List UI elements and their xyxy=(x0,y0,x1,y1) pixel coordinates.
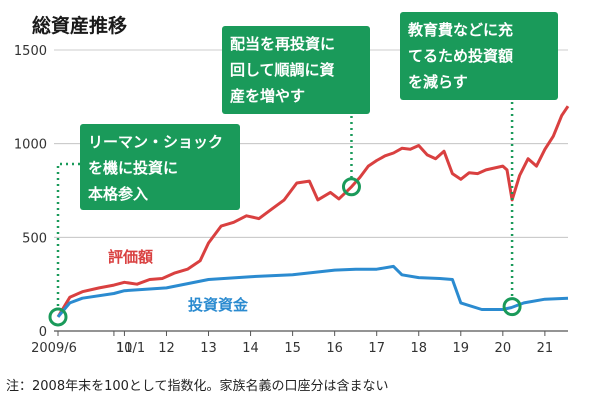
y-axis-ticks: 0 500 1000 1500 xyxy=(14,44,47,340)
callout-connectors xyxy=(56,102,514,309)
callout-boxes: リーマン・ショックを機に投資に本格参入配当を再投資に回して順調に資産を増やす教育… xyxy=(80,12,558,210)
x-tick-label-9: 18 xyxy=(410,341,427,356)
callout-connector-0 xyxy=(56,162,80,309)
x-tick-label-8: 17 xyxy=(368,341,385,356)
series-line-1 xyxy=(56,264,569,318)
callout-text-0-1: を機に投資に xyxy=(88,159,178,177)
x-tick-label-12: 21 xyxy=(537,341,554,356)
callout-text-2-1: てるため投資額 xyxy=(408,47,513,65)
chart-title: 総資産推移 xyxy=(32,14,127,37)
x-tick-label-6: 15 xyxy=(284,341,301,356)
callout-text-0-0: リーマン・ショック xyxy=(88,133,223,151)
callout-text-1-2: 産を増やす xyxy=(230,87,305,105)
y-tick-label-1: 500 xyxy=(22,231,47,246)
y-tick-label-3: 1500 xyxy=(14,44,47,59)
event-marker-1 xyxy=(341,177,361,197)
callout-text-2-2: を減らす xyxy=(408,73,468,91)
y-tick-label-2: 1000 xyxy=(14,138,47,153)
series-line-0 xyxy=(56,105,570,318)
event-marker-2 xyxy=(502,297,522,317)
callout-text-2-0: 教育費などに充 xyxy=(407,21,513,39)
callout-text-1-1: 回して順調に資 xyxy=(230,61,335,79)
x-tick-label-10: 19 xyxy=(453,341,470,356)
callout-text-1-0: 配当を再投資に xyxy=(230,35,335,53)
footnote: 注：2008年末を100として指数化。家族名義の口座分は含まない xyxy=(6,378,389,394)
series-label-1: 投資資金 xyxy=(188,296,249,314)
callout-box-1 xyxy=(222,26,370,114)
x-tick-label-4: 13 xyxy=(200,341,217,356)
x-tick-label-7: 16 xyxy=(326,341,343,356)
x-tick-label-11: 20 xyxy=(495,341,512,356)
callout-text-0-2: 本格参入 xyxy=(88,185,148,203)
y-tick-label-0: 0 xyxy=(39,325,47,340)
x-tick-label-0: 2009/6 xyxy=(31,341,77,356)
event-markers xyxy=(48,177,522,327)
callout-box-2 xyxy=(400,12,558,100)
callout-box-0 xyxy=(80,124,240,210)
x-axis-ticks: 2009/6 10/111 12 13 14 15 16 17 18 19 20 21 xyxy=(31,331,553,356)
x-tick-label-1: 10/1 xyxy=(116,341,145,356)
x-tick-label-3: 12 xyxy=(158,341,175,356)
x-tick-label-2: 11 xyxy=(116,341,133,356)
event-marker-0 xyxy=(48,307,68,327)
x-tick-label-5: 14 xyxy=(242,341,259,356)
series-label-0: 評価額 xyxy=(108,248,153,266)
